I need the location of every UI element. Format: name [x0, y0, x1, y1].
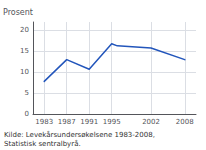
svg-text:15: 15	[20, 47, 29, 55]
svg-text:1991: 1991	[80, 118, 98, 126]
svg-text:10: 10	[20, 68, 29, 76]
svg-text:Kilde: Levekårsundersøkelsene: Kilde: Levekårsundersøkelsene 1983-2008,	[4, 130, 155, 139]
svg-text:20: 20	[20, 26, 29, 34]
svg-text:5: 5	[25, 89, 29, 97]
svg-text:1995: 1995	[103, 118, 121, 126]
svg-text:2002: 2002	[142, 118, 160, 126]
svg-text:Statistisk sentralbyrå.: Statistisk sentralbyrå.	[4, 139, 81, 148]
svg-text:0: 0	[25, 110, 29, 118]
svg-text:1987: 1987	[58, 118, 76, 126]
svg-text:2008: 2008	[176, 118, 194, 126]
svg-text:Prosent: Prosent	[3, 8, 33, 17]
svg-text:1983: 1983	[35, 118, 53, 126]
